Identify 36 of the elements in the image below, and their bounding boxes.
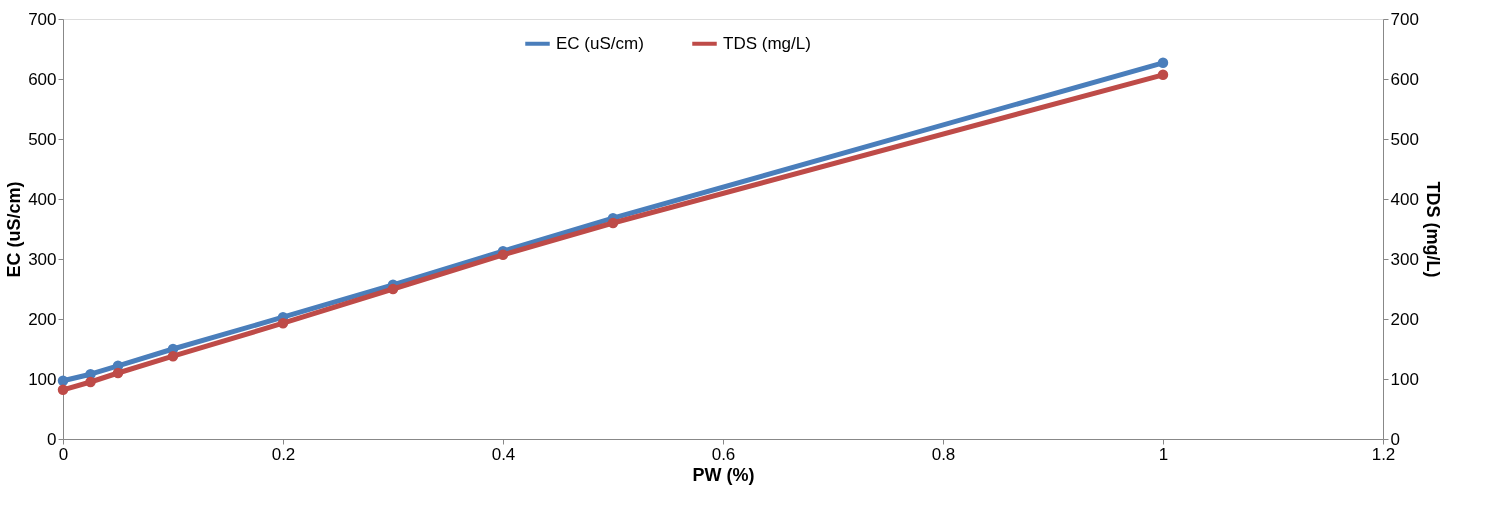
x-tick-label: 0.6 bbox=[711, 444, 736, 464]
x-tick-label: 0.8 bbox=[931, 444, 956, 464]
y2-axis-title: TDS (mg/L) bbox=[1422, 181, 1443, 278]
y-tick-label: 300 bbox=[28, 249, 57, 269]
point bbox=[112, 367, 124, 379]
y2-tick-label: 500 bbox=[1390, 129, 1419, 149]
legend-label: TDS (mg/L) bbox=[723, 33, 811, 53]
y2-tick-label: 600 bbox=[1390, 69, 1419, 89]
y-tick-label: 0 bbox=[47, 429, 57, 449]
point bbox=[1157, 57, 1169, 69]
y-tick-label: 400 bbox=[28, 189, 57, 209]
legend-label: EC (uS/cm) bbox=[556, 33, 644, 53]
point bbox=[1157, 69, 1169, 81]
y2-tick-label: 100 bbox=[1390, 369, 1419, 389]
y-tick-label: 500 bbox=[28, 129, 57, 149]
x-tick-label: 1 bbox=[1158, 444, 1169, 464]
x-tick-label: 0.2 bbox=[271, 444, 296, 464]
point bbox=[57, 384, 69, 396]
point bbox=[57, 375, 69, 387]
y-axis-title: EC (uS/cm) bbox=[4, 181, 25, 278]
point bbox=[607, 217, 619, 229]
x-tick-label: 0.4 bbox=[491, 444, 516, 464]
y-tick-label: 200 bbox=[28, 309, 57, 329]
point bbox=[85, 376, 96, 388]
y-tick-label: 700 bbox=[28, 9, 57, 29]
y2-tick-label: 700 bbox=[1390, 9, 1419, 29]
point bbox=[277, 317, 289, 329]
point bbox=[167, 350, 179, 362]
point bbox=[497, 249, 509, 261]
x-axis-title: PW (%) bbox=[692, 464, 755, 485]
point bbox=[387, 283, 399, 295]
y2-tick-label: 400 bbox=[1390, 189, 1419, 209]
y2-tick-label: 300 bbox=[1390, 249, 1419, 269]
y2-tick-label: 200 bbox=[1390, 309, 1419, 329]
y-tick-label: 600 bbox=[28, 69, 57, 89]
y-tick-label: 100 bbox=[28, 369, 57, 389]
